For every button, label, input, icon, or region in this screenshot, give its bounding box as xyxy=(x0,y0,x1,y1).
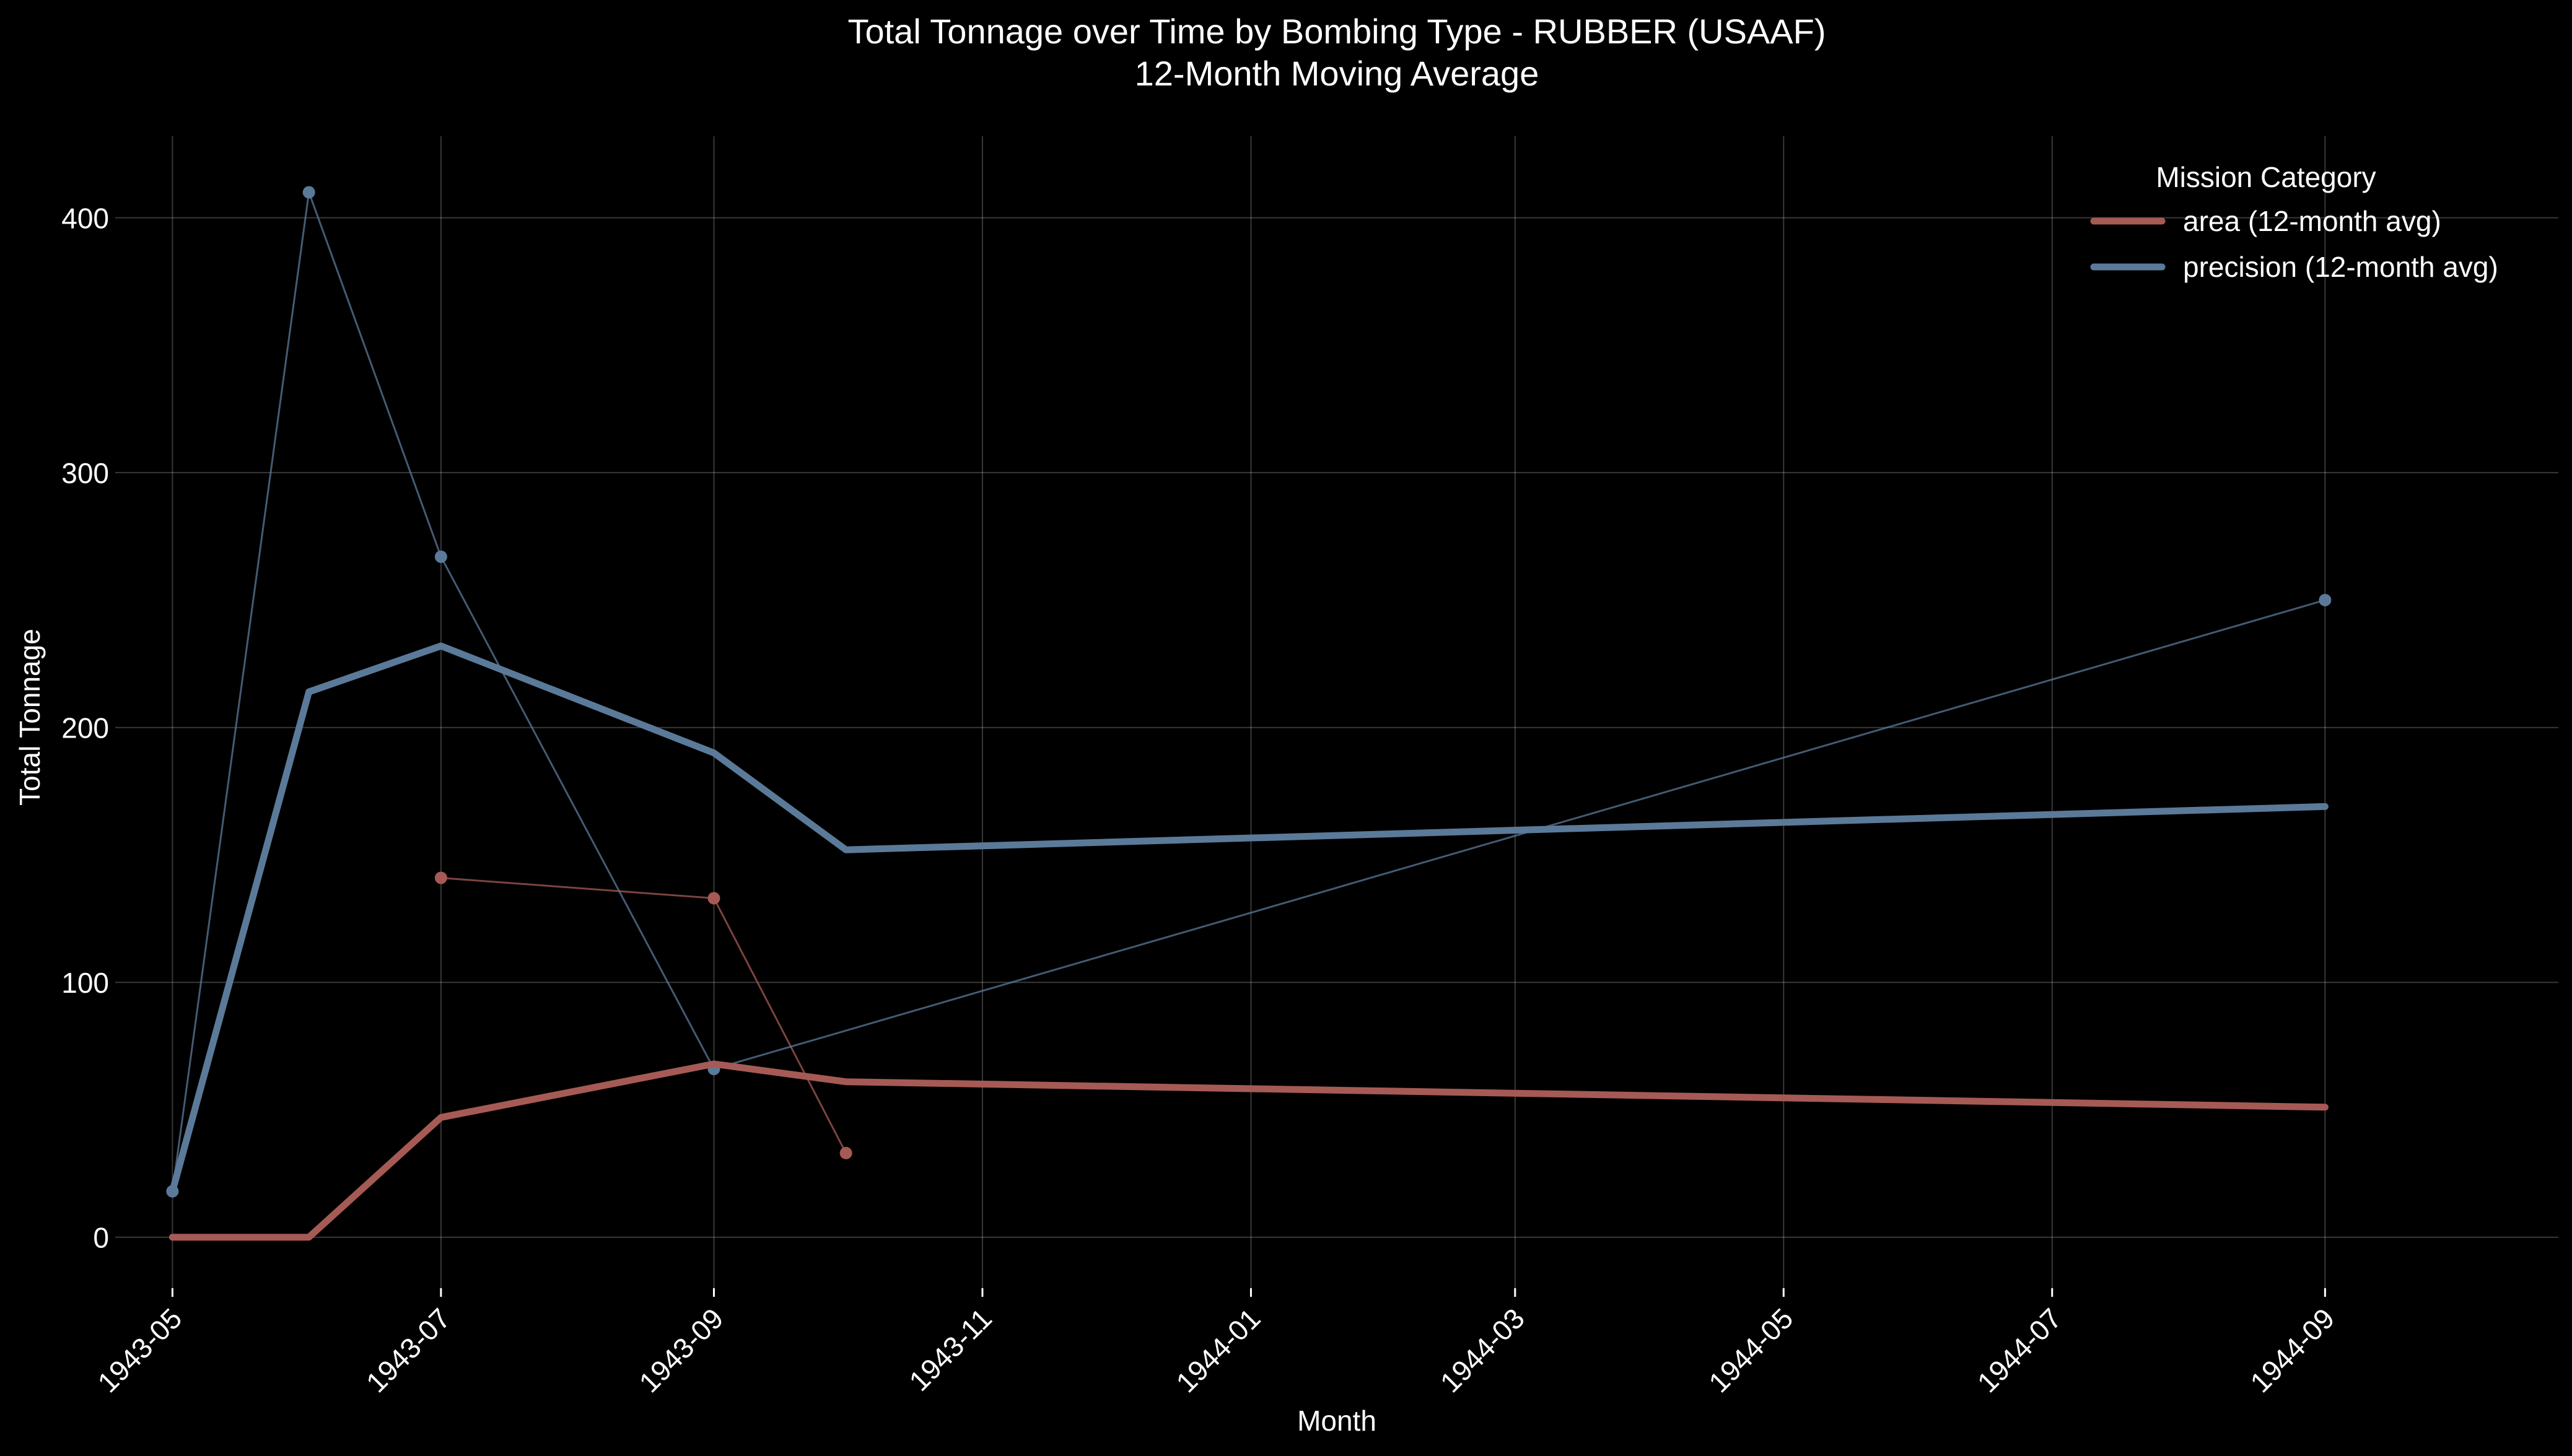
raw-data-point xyxy=(434,550,447,563)
raw-data-point xyxy=(839,1146,852,1159)
chart-title: Total Tonnage over Time by Bombing Type … xyxy=(847,12,1826,51)
y-axis-label: Total Tonnage xyxy=(14,629,46,806)
y-tick-label: 200 xyxy=(61,712,109,744)
legend-label-area: area (12-month avg) xyxy=(2183,205,2441,237)
x-axis-label: Month xyxy=(1297,1405,1376,1437)
legend-label-precision: precision (12-month avg) xyxy=(2183,251,2498,283)
avg-series-line-0 xyxy=(168,1060,2329,1241)
raw-data-point xyxy=(2319,593,2332,606)
legend: Mission Category area (12-month avg) pre… xyxy=(2090,161,2498,283)
y-tick-label: 300 xyxy=(61,457,109,489)
avg-series-line-1 xyxy=(168,642,2329,1195)
legend-title: Mission Category xyxy=(2156,161,2376,193)
y-tick-label: 0 xyxy=(93,1222,109,1254)
y-tick-label: 100 xyxy=(61,967,109,999)
average-series-group xyxy=(168,642,2329,1241)
raw-data-point xyxy=(302,186,315,199)
raw-data-point xyxy=(707,892,720,905)
y-tick-label: 400 xyxy=(61,203,109,235)
chart-subtitle: 12-Month Moving Average xyxy=(1135,54,1539,93)
raw-data-point xyxy=(434,871,447,884)
grid xyxy=(115,136,2558,1297)
